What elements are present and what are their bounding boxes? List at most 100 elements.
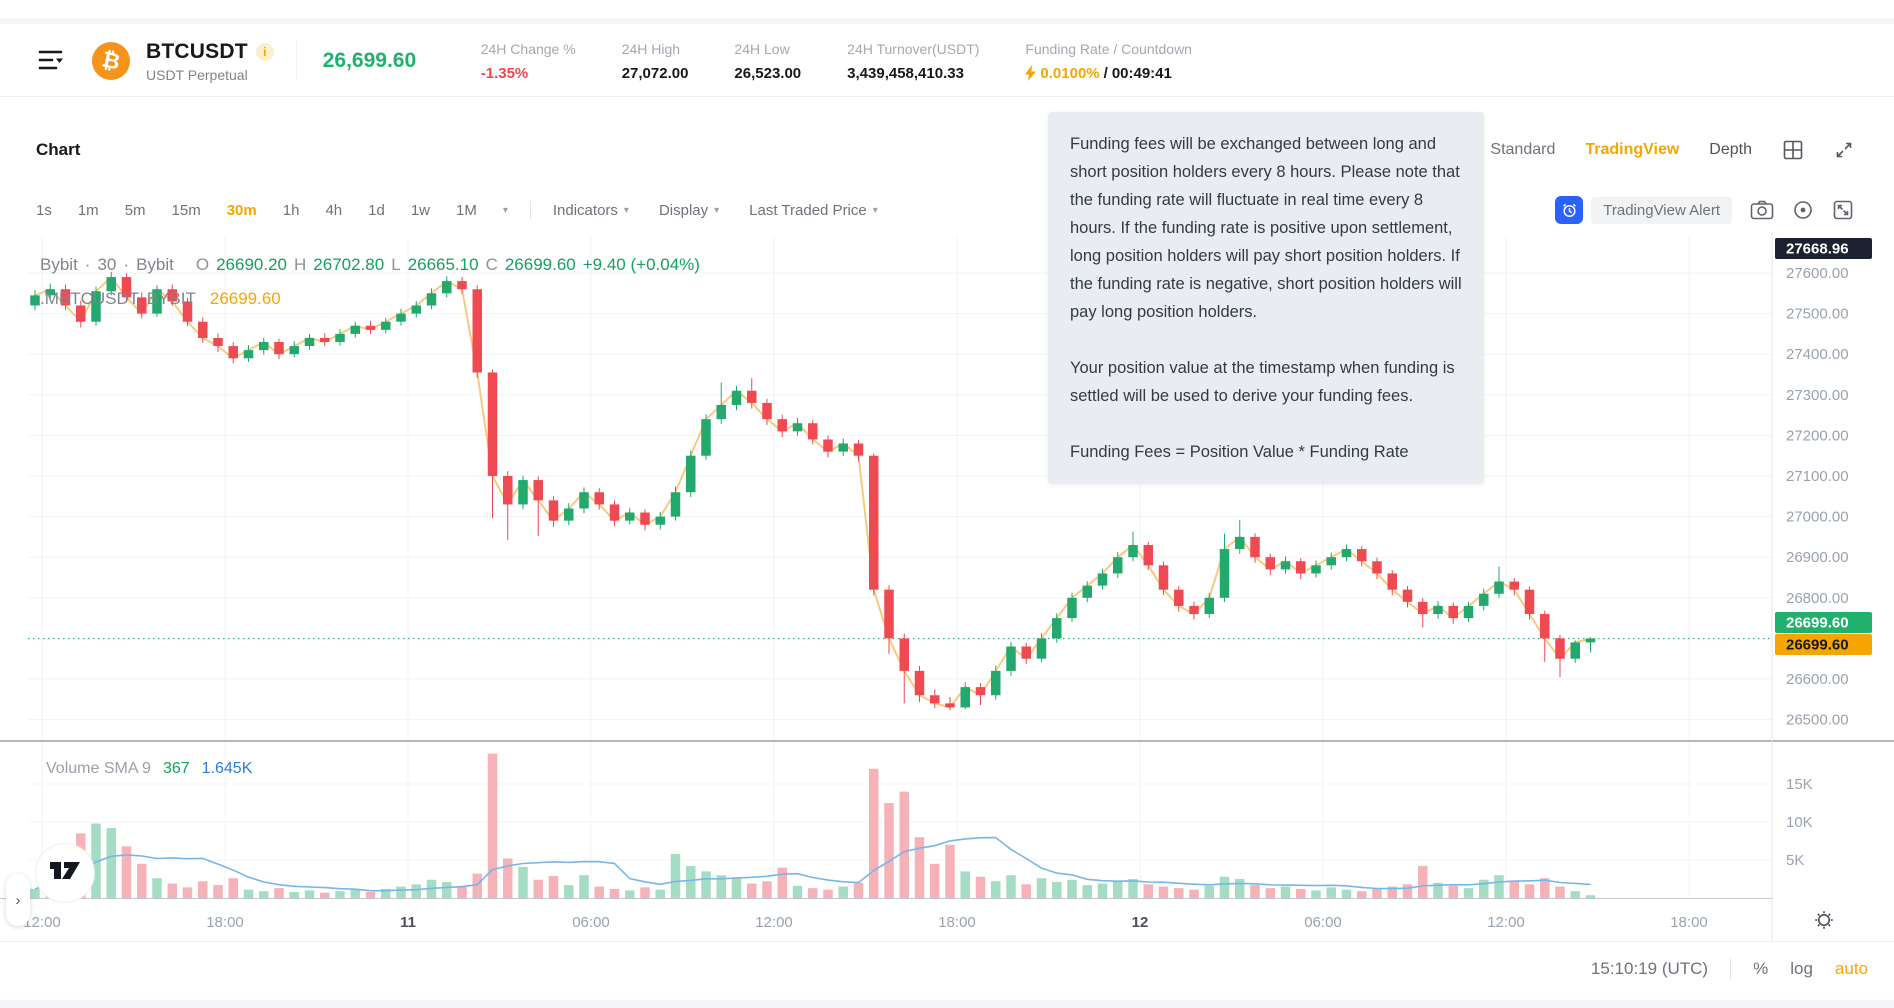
volume-axis-label: 10K xyxy=(1786,814,1813,831)
alarm-clock-icon xyxy=(1555,196,1584,224)
price-axis-label: 27000.00 xyxy=(1786,509,1849,526)
timeframe-1m[interactable]: 1m xyxy=(77,201,99,219)
timeframe-5m[interactable]: 5m xyxy=(124,201,146,219)
time-axis-label: 12:00 xyxy=(23,914,61,931)
ohlc-low: 26665.10 xyxy=(407,255,479,274)
stat-label: 24H Low xyxy=(734,40,790,57)
expand-panel-button[interactable] xyxy=(1834,140,1854,160)
price-axis-label: 27500.00 xyxy=(1786,306,1849,323)
time-axis-label: 06:00 xyxy=(572,914,610,931)
fullscreen-button[interactable] xyxy=(1832,199,1854,221)
clock-utc[interactable]: 15:10:19 (UTC) xyxy=(1590,959,1709,978)
volume-legend[interactable]: Volume SMA 9 367 1.645K xyxy=(46,760,252,778)
price-source-dropdown[interactable]: Last Traded Price ▾ xyxy=(749,201,878,219)
legend-exchange: Bybit xyxy=(136,255,174,274)
instrument-list-button[interactable] xyxy=(36,48,66,74)
timeframe-1w[interactable]: 1w xyxy=(410,201,430,219)
tradingview-watermark-logo[interactable] xyxy=(36,844,94,902)
header-divider xyxy=(295,41,297,81)
price-axis-label: 26900.00 xyxy=(1786,549,1849,566)
stat-value: 27,072.00 xyxy=(621,64,689,82)
volume-axis-label: 5K xyxy=(1786,852,1804,869)
svg-text:26699.60: 26699.60 xyxy=(1786,615,1849,632)
timeframe-1M[interactable]: 1M xyxy=(456,201,477,219)
stat-24h-low: 24H Low 26,523.00 xyxy=(734,41,801,82)
chevron-down-icon: ▾ xyxy=(714,204,720,216)
volume-axis-label: 15K xyxy=(1786,776,1813,793)
stat-value: 26,523.00 xyxy=(734,64,802,82)
instrument-list-icon xyxy=(38,50,63,70)
tradingview-alert-label: TradingView Alert xyxy=(1591,196,1732,224)
time-axis-label: 18:00 xyxy=(206,914,244,931)
tooltip-paragraph: Funding Fees = Position Value * Funding … xyxy=(1070,443,1409,461)
tradingview-alert-button[interactable]: TradingView Alert xyxy=(1555,196,1732,224)
info-icon[interactable]: i xyxy=(255,42,274,61)
chart-legend[interactable]: Bybit · 30 · Bybit O 26690.20 H 26702.80 L… xyxy=(40,255,700,274)
price-axis-label: 27300.00 xyxy=(1786,387,1849,404)
stat-24h-change: 24H Change % -1.35% xyxy=(481,41,576,82)
volume-value: 367 xyxy=(162,760,190,777)
last-price-badge xyxy=(1775,612,1872,633)
grid-layout-button[interactable] xyxy=(1782,139,1804,161)
bottom-scale-bar: 15:10:19 (UTC) % log auto xyxy=(1591,958,1868,980)
volume-label: Volume SMA 9 xyxy=(46,760,151,777)
price-axis-label: 27200.00 xyxy=(1786,427,1849,444)
ohlc-change: +9.40 (+0.04%) xyxy=(582,255,700,274)
overlay-price-badge xyxy=(1775,634,1872,655)
pane-expander-button[interactable]: › xyxy=(6,874,30,926)
snapshot-camera-button[interactable] xyxy=(1750,200,1774,220)
time-axis-settings-button[interactable] xyxy=(1812,908,1836,935)
overlay-value: 26699.60 xyxy=(209,289,281,308)
timeframe-1d[interactable]: 1d xyxy=(368,201,385,219)
time-axis-label: 12:00 xyxy=(755,914,793,931)
overlay-symbol: .MBTCUSDT, BYBIT xyxy=(40,289,196,308)
timeframe-1s[interactable]: 1s xyxy=(36,201,52,219)
timeframe-1h[interactable]: 1h xyxy=(282,201,300,219)
grid-layout-icon xyxy=(1783,140,1803,160)
tab-depth[interactable]: Depth xyxy=(1709,141,1752,158)
display-dropdown[interactable]: Display ▾ xyxy=(658,201,720,219)
price-scale-target-button[interactable] xyxy=(1792,199,1814,221)
ohlc-close: 26699.60 xyxy=(504,255,576,274)
legend-interval: 30 xyxy=(97,255,117,274)
legend-source: Bybit xyxy=(40,255,78,274)
timeframe-15m[interactable]: 15m xyxy=(171,201,201,219)
time-axis-label: 11 xyxy=(400,914,416,931)
indicators-dropdown[interactable]: Indicators ▾ xyxy=(552,201,629,219)
chevron-down-icon: ▾ xyxy=(502,204,508,216)
chevron-down-icon: ▾ xyxy=(872,204,878,216)
overlay-legend[interactable]: .MBTCUSDT, BYBIT 26699.60 xyxy=(40,289,281,309)
tradingview-logo-icon xyxy=(50,862,80,879)
time-axis-label: 12:00 xyxy=(1487,914,1525,931)
percent-scale-button[interactable]: % xyxy=(1753,959,1769,978)
stat-funding-rate: Funding Rate / Countdown 0.0100% / 00:49… xyxy=(1025,41,1192,82)
tooltip-paragraph: Funding fees will be exchanged between l… xyxy=(1070,135,1462,321)
tab-standard[interactable]: Standard xyxy=(1490,141,1556,158)
fullscreen-icon xyxy=(1833,200,1853,220)
timeframe-4h[interactable]: 4h xyxy=(325,201,343,219)
bottom-bar-divider xyxy=(1730,958,1732,980)
gear-icon xyxy=(1815,911,1833,929)
circle-dot-icon xyxy=(1794,201,1812,219)
ohlc-high: 26702.80 xyxy=(313,255,385,274)
camera-icon xyxy=(1750,200,1774,220)
funding-rate-tooltip: Funding fees will be exchanged between l… xyxy=(1048,112,1484,484)
stat-label: Funding Rate / Countdown xyxy=(1025,40,1192,57)
chart-panel-header: Chart Standard TradingView Depth xyxy=(36,134,1854,166)
auto-scale-button[interactable]: auto xyxy=(1834,959,1868,978)
symbol-name[interactable]: BTCUSDT xyxy=(146,39,248,63)
lightning-icon xyxy=(1025,65,1037,81)
chart-toolbar: 1s 1m 5m 15m 30m 1h 4h 1d 1w 1M ▾ Indica… xyxy=(36,194,1854,226)
timeframe-more-dropdown[interactable]: ▾ xyxy=(503,205,508,216)
tab-tradingview[interactable]: TradingView xyxy=(1585,141,1680,158)
timeframe-30m[interactable]: 30m xyxy=(226,201,257,219)
svg-text:27668.96: 27668.96 xyxy=(1786,241,1849,258)
funding-countdown: 00:49:41 xyxy=(1111,64,1172,82)
price-axis-label: 27600.00 xyxy=(1786,265,1849,282)
stat-value: -1.35% xyxy=(480,64,529,82)
svg-text:26699.60: 26699.60 xyxy=(1786,637,1849,654)
contract-type-label: USDT Perpetual xyxy=(146,66,248,83)
stat-label: 24H Change % xyxy=(480,40,576,57)
log-scale-button[interactable]: log xyxy=(1790,959,1813,978)
